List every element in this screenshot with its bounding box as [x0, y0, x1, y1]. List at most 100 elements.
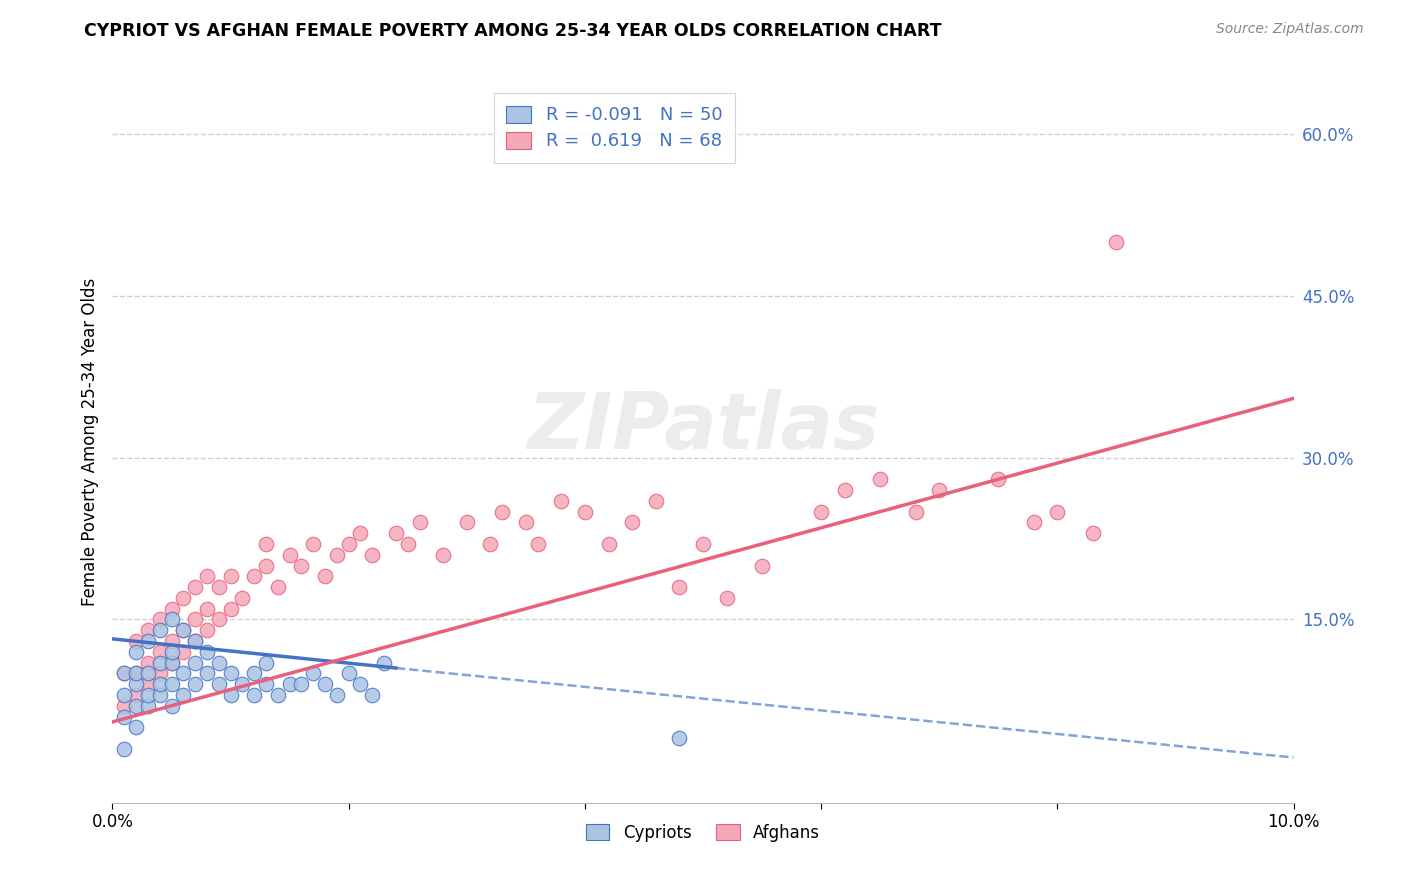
- Point: [219, 601, 242, 615]
- Point: [396, 537, 419, 551]
- Point: [160, 677, 183, 691]
- Point: [184, 634, 207, 648]
- Point: [208, 580, 231, 594]
- Point: [928, 483, 950, 497]
- Point: [361, 688, 384, 702]
- Point: [136, 688, 159, 702]
- Point: [160, 612, 183, 626]
- Point: [112, 742, 135, 756]
- Point: [349, 526, 371, 541]
- Point: [1046, 505, 1069, 519]
- Point: [337, 537, 360, 551]
- Point: [278, 548, 301, 562]
- Point: [314, 569, 336, 583]
- Point: [172, 624, 194, 638]
- Point: [112, 666, 135, 681]
- Point: [112, 709, 135, 723]
- Point: [136, 624, 159, 638]
- Point: [361, 548, 384, 562]
- Point: [195, 624, 218, 638]
- Point: [692, 537, 714, 551]
- Point: [208, 677, 231, 691]
- Point: [125, 688, 148, 702]
- Point: [125, 698, 148, 713]
- Point: [231, 677, 253, 691]
- Point: [479, 537, 502, 551]
- Y-axis label: Female Poverty Among 25-34 Year Olds: Female Poverty Among 25-34 Year Olds: [80, 277, 98, 606]
- Point: [278, 677, 301, 691]
- Point: [668, 731, 690, 745]
- Point: [184, 656, 207, 670]
- Point: [195, 601, 218, 615]
- Point: [125, 645, 148, 659]
- Point: [149, 688, 172, 702]
- Point: [112, 666, 135, 681]
- Point: [243, 688, 266, 702]
- Point: [172, 688, 194, 702]
- Point: [172, 645, 194, 659]
- Point: [869, 472, 891, 486]
- Point: [810, 505, 832, 519]
- Point: [195, 645, 218, 659]
- Text: ZIPatlas: ZIPatlas: [527, 389, 879, 465]
- Point: [834, 483, 856, 497]
- Point: [904, 505, 927, 519]
- Point: [136, 666, 159, 681]
- Text: CYPRIOT VS AFGHAN FEMALE POVERTY AMONG 25-34 YEAR OLDS CORRELATION CHART: CYPRIOT VS AFGHAN FEMALE POVERTY AMONG 2…: [84, 22, 942, 40]
- Point: [149, 666, 172, 681]
- Point: [112, 698, 135, 713]
- Point: [208, 612, 231, 626]
- Point: [125, 666, 148, 681]
- Point: [267, 688, 290, 702]
- Point: [195, 666, 218, 681]
- Point: [149, 677, 172, 691]
- Point: [125, 720, 148, 734]
- Point: [172, 624, 194, 638]
- Point: [987, 472, 1010, 486]
- Point: [125, 666, 148, 681]
- Point: [716, 591, 738, 605]
- Point: [302, 666, 325, 681]
- Point: [136, 634, 159, 648]
- Point: [160, 656, 183, 670]
- Point: [326, 548, 349, 562]
- Point: [408, 516, 430, 530]
- Point: [219, 688, 242, 702]
- Point: [254, 558, 277, 573]
- Point: [195, 569, 218, 583]
- Point: [385, 526, 408, 541]
- Point: [1022, 516, 1045, 530]
- Point: [149, 624, 172, 638]
- Point: [136, 698, 159, 713]
- Point: [574, 505, 596, 519]
- Point: [1105, 235, 1128, 249]
- Point: [290, 677, 312, 691]
- Point: [243, 569, 266, 583]
- Point: [598, 537, 620, 551]
- Legend: Cypriots, Afghans: Cypriots, Afghans: [579, 817, 827, 848]
- Point: [337, 666, 360, 681]
- Point: [267, 580, 290, 594]
- Point: [160, 698, 183, 713]
- Point: [254, 537, 277, 551]
- Point: [668, 580, 690, 594]
- Point: [219, 666, 242, 681]
- Point: [172, 591, 194, 605]
- Point: [112, 688, 135, 702]
- Point: [125, 677, 148, 691]
- Point: [160, 601, 183, 615]
- Point: [526, 537, 548, 551]
- Point: [254, 677, 277, 691]
- Point: [231, 591, 253, 605]
- Point: [751, 558, 773, 573]
- Point: [219, 569, 242, 583]
- Point: [184, 612, 207, 626]
- Point: [314, 677, 336, 691]
- Point: [184, 677, 207, 691]
- Point: [515, 516, 537, 530]
- Point: [432, 548, 454, 562]
- Point: [243, 666, 266, 681]
- Point: [491, 505, 513, 519]
- Point: [184, 634, 207, 648]
- Point: [136, 677, 159, 691]
